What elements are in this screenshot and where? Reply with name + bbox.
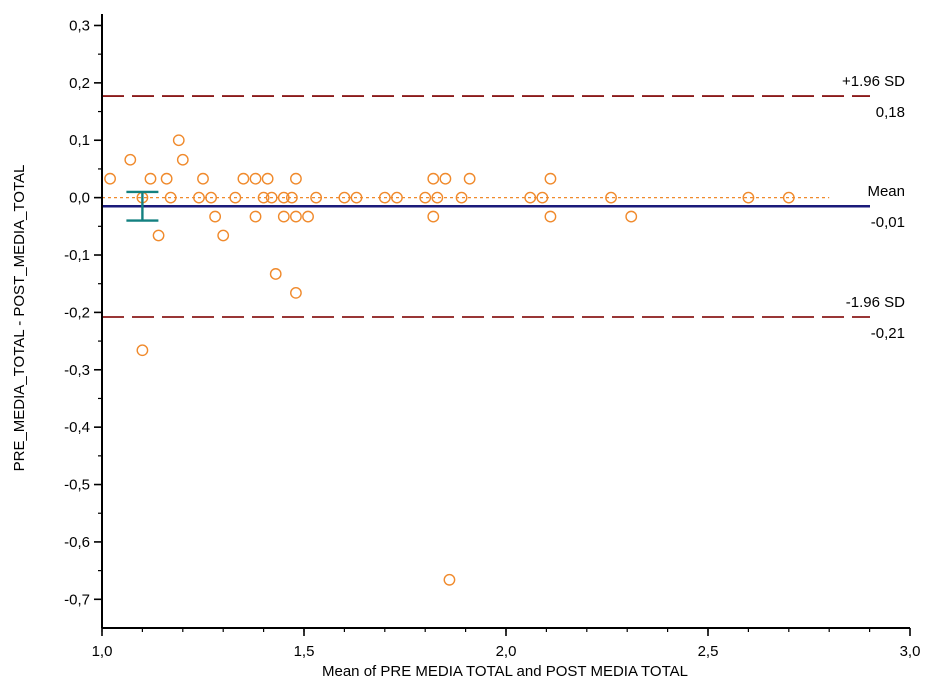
y-tick-label: 0,0 <box>69 190 90 207</box>
data-point <box>257 191 270 204</box>
mean-confidence-interval <box>126 190 159 222</box>
data-point <box>209 210 222 223</box>
data-point <box>431 191 444 204</box>
x-axis-title: Mean of PRE MEDIA TOTAL and POST MEDIA T… <box>322 663 688 680</box>
data-point <box>205 191 217 204</box>
data-point <box>152 229 165 242</box>
y-tick-label: -0,2 <box>64 304 90 321</box>
data-point <box>249 210 262 223</box>
y-tick-label: 0,2 <box>69 75 90 92</box>
data-point <box>378 191 391 204</box>
data-point <box>290 286 302 299</box>
data-point <box>427 210 440 223</box>
data-point <box>104 172 116 185</box>
data-point <box>782 191 795 204</box>
x-tick-label: 1,5 <box>294 643 315 660</box>
x-tick-label: 2,0 <box>496 643 517 660</box>
data-point <box>391 191 403 204</box>
data-point <box>124 153 137 166</box>
data-point <box>136 344 149 357</box>
data-point <box>164 191 177 204</box>
data-point <box>544 172 557 185</box>
data-point <box>350 191 363 204</box>
y-tick-label: -0,5 <box>64 477 90 494</box>
data-point <box>269 268 282 280</box>
data-point <box>536 191 549 204</box>
data-points <box>104 134 795 586</box>
data-point <box>193 191 205 204</box>
data-point <box>455 191 468 204</box>
data-point <box>524 191 537 204</box>
tick-labels: 0,3 0,2 0,1 0,0 -0,1 -0,2 -0,3 -0,4 -0,5 -0,6 -0,7… <box>64 17 920 660</box>
data-point <box>439 172 452 185</box>
data-point <box>144 172 157 185</box>
reference-lines <box>102 95 870 318</box>
data-point <box>463 172 476 185</box>
data-point <box>197 172 209 185</box>
y-tick-label: 0,1 <box>69 132 90 149</box>
mean-line-label: Mean <box>867 183 905 200</box>
data-point <box>443 573 456 586</box>
data-point <box>290 210 302 223</box>
y-tick-label: -0,6 <box>64 534 90 551</box>
data-point <box>229 191 242 204</box>
data-point <box>277 191 290 204</box>
lower-line-label: -1.96 SD <box>846 294 905 311</box>
data-point <box>625 210 638 223</box>
axes <box>94 14 911 636</box>
data-point <box>544 210 557 223</box>
data-point <box>742 191 755 204</box>
x-tick-label: 3,0 <box>900 643 921 660</box>
y-tick-label: -0,3 <box>64 362 90 379</box>
data-point <box>302 210 314 223</box>
data-point <box>265 191 278 204</box>
data-point <box>427 172 440 185</box>
data-point <box>338 191 351 204</box>
y-tick-label: 0,3 <box>69 17 90 34</box>
x-tick-label: 2,5 <box>698 643 719 660</box>
y-axis-title: PRE_MEDIA_TOTAL - POST_MEDIA_TOTAL <box>11 165 28 472</box>
data-point <box>310 191 323 204</box>
data-point <box>419 191 432 204</box>
data-point <box>172 134 185 147</box>
y-tick-label: -0,1 <box>64 247 90 264</box>
data-point <box>277 210 290 223</box>
data-point <box>237 172 250 185</box>
lower-line-value: -0,21 <box>871 325 905 342</box>
data-point <box>605 191 617 204</box>
y-tick-label: -0,7 <box>64 591 90 608</box>
data-point <box>176 153 189 166</box>
x-tick-label: 1,0 <box>92 643 113 660</box>
reference-line-labels: +1.96 SD 0,18 Mean -0,01 -1.96 SD -0,21 <box>842 73 905 342</box>
upper-line-value: 0,18 <box>876 104 905 121</box>
data-point <box>249 172 262 185</box>
data-point <box>261 172 274 185</box>
data-point <box>285 191 298 204</box>
data-point <box>217 229 230 242</box>
data-point <box>290 172 302 185</box>
mean-line-value: -0,01 <box>871 214 905 231</box>
upper-line-label: +1.96 SD <box>842 73 905 90</box>
y-tick-label: -0,4 <box>64 419 90 436</box>
data-point <box>160 172 173 185</box>
